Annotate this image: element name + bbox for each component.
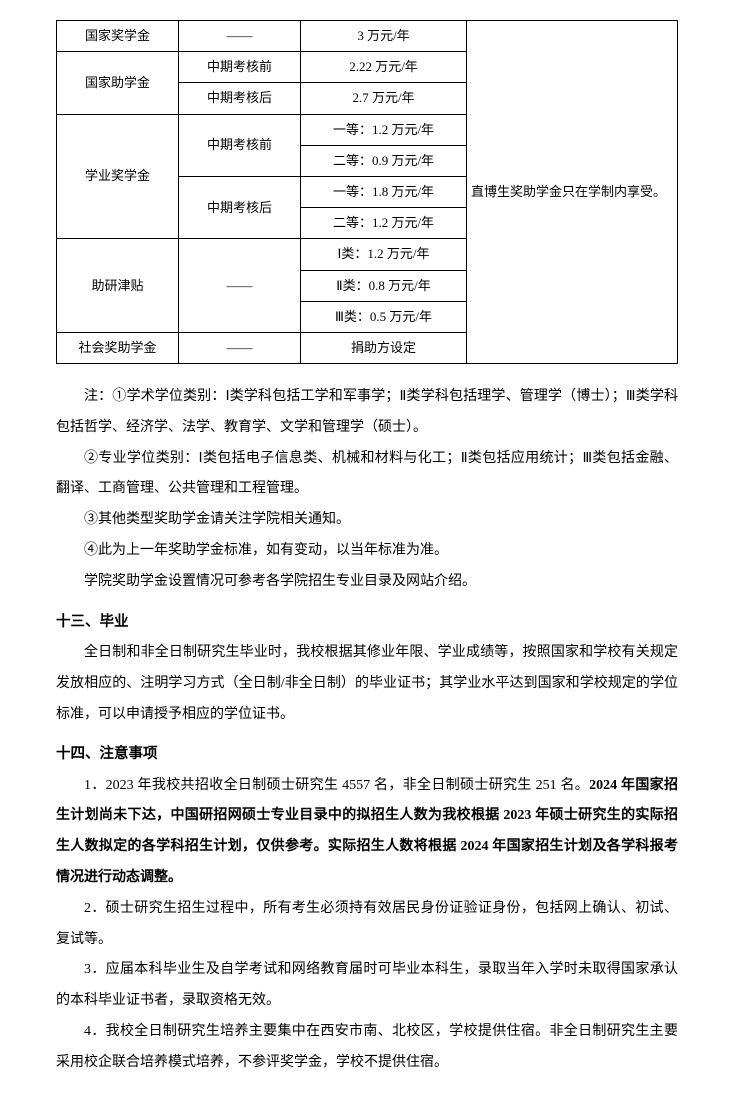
paragraph: 2．硕士研究生招生过程中，所有考生必须持有效居民身份证验证身份，包括网上确认、初…	[56, 894, 678, 956]
cell: 中期考核后	[179, 176, 301, 238]
section-title: 十四、注意事项	[56, 744, 678, 764]
cell: 二等：1.2 万元/年	[301, 208, 467, 239]
cell: ——	[179, 239, 301, 333]
cell: 助研津贴	[57, 239, 179, 333]
cell: ——	[179, 332, 301, 363]
section-13: 十三、毕业 全日制和非全日制研究生毕业时，我校根据其修业年限、学业成绩等，按照国…	[56, 612, 678, 731]
cell: Ⅰ类：1.2 万元/年	[301, 239, 467, 270]
paragraph: 3．应届本科毕业生及自学考试和网络教育届时可毕业本科生，录取当年入学时未取得国家…	[56, 955, 678, 1017]
cell: 一等：1.2 万元/年	[301, 114, 467, 145]
cell: 2.22 万元/年	[301, 52, 467, 83]
paragraph: 1．2023 年我校共招收全日制硕士研究生 4557 名，非全日制硕士研究生 2…	[56, 771, 678, 894]
cell: 一等：1.8 万元/年	[301, 176, 467, 207]
cell: 3 万元/年	[301, 21, 467, 52]
cell: ——	[179, 21, 301, 52]
scholarship-table: 国家奖学金 —— 3 万元/年 直博生奖助学金只在学制内享受。 国家助学金 中期…	[56, 20, 678, 364]
paragraph: 4．我校全日制研究生培养主要集中在西安市南、北校区，学校提供住宿。非全日制研究生…	[56, 1017, 678, 1079]
text: 1．2023 年我校共招收全日制硕士研究生 4557 名，非全日制硕士研究生 2…	[84, 778, 589, 793]
cell: 社会奖助学金	[57, 332, 179, 363]
section-title: 十三、毕业	[56, 612, 678, 632]
cell: 国家奖学金	[57, 21, 179, 52]
cell: 2.7 万元/年	[301, 83, 467, 114]
note-text: 学院奖助学金设置情况可参考各学院招生专业目录及网站介绍。	[56, 567, 678, 598]
cell: 中期考核后	[179, 83, 301, 114]
bold-text: 2024 年国家招生计划尚未下达，中国研招网硕士专业目录中的拟招生人数为我校根据…	[56, 778, 678, 885]
cell: Ⅱ类：0.8 万元/年	[301, 270, 467, 301]
cell: 中期考核前	[179, 114, 301, 176]
cell: 捐助方设定	[301, 332, 467, 363]
note-text: ③其他类型奖助学金请关注学院相关通知。	[56, 505, 678, 536]
note-text: 注：①学术学位类别：Ⅰ类学科包括工学和军事学；Ⅱ类学科包括理学、管理学（博士）；…	[56, 382, 678, 444]
cell: 学业奖学金	[57, 114, 179, 239]
cell: Ⅲ类：0.5 万元/年	[301, 301, 467, 332]
table-notes: 注：①学术学位类别：Ⅰ类学科包括工学和军事学；Ⅱ类学科包括理学、管理学（博士）；…	[56, 382, 678, 598]
cell: 中期考核前	[179, 52, 301, 83]
paragraph: 全日制和非全日制研究生毕业时，我校根据其修业年限、学业成绩等，按照国家和学校有关…	[56, 638, 678, 730]
cell: 国家助学金	[57, 52, 179, 114]
note-text: ④此为上一年奖助学金标准，如有变动，以当年标准为准。	[56, 536, 678, 567]
note-cell: 直博生奖助学金只在学制内享受。	[467, 21, 678, 364]
cell: 二等：0.9 万元/年	[301, 145, 467, 176]
section-14: 十四、注意事项 1．2023 年我校共招收全日制硕士研究生 4557 名，非全日…	[56, 744, 678, 1078]
note-text: ②专业学位类别：Ⅰ类包括电子信息类、机械和材料与化工；Ⅱ类包括应用统计；Ⅲ类包括…	[56, 444, 678, 506]
